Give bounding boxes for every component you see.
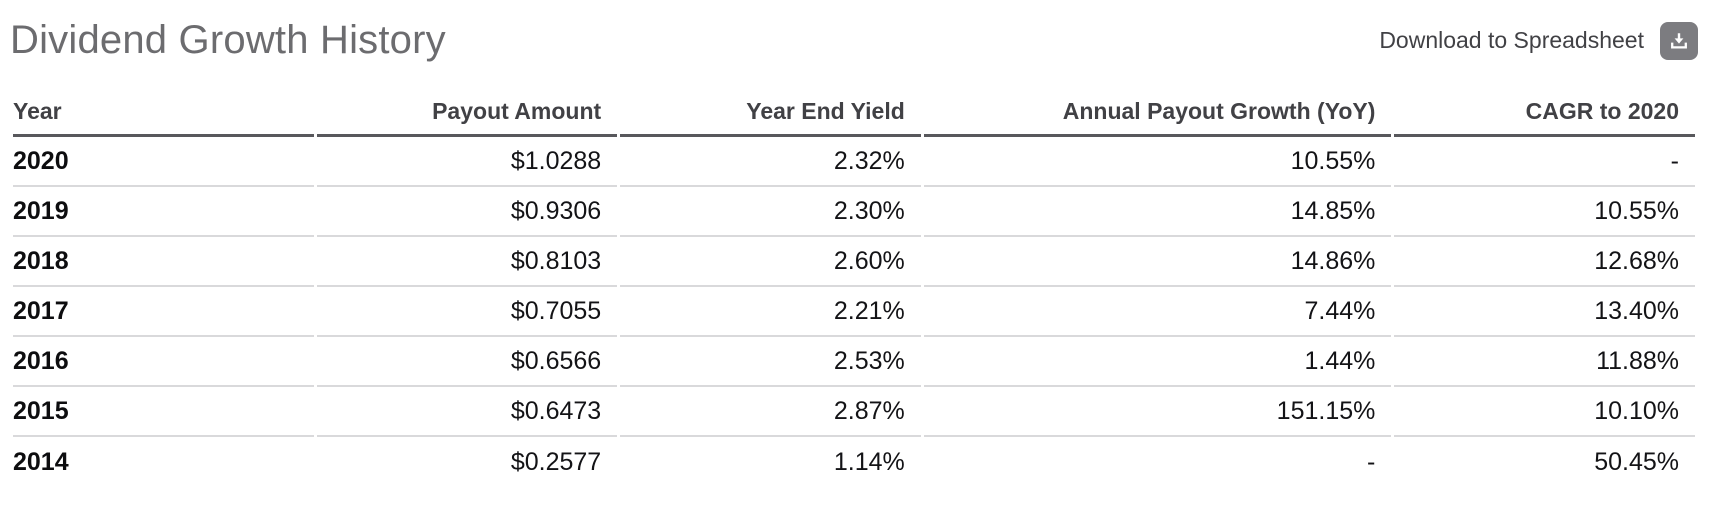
cell-cagr: 13.40%	[1394, 287, 1695, 337]
cell-annual-payout-growth: 10.55%	[923, 137, 1392, 187]
table-row-2017: 2017 $0.7055 2.21% 7.44% 13.40%	[13, 287, 1695, 337]
cell-cagr: 11.88%	[1394, 337, 1695, 387]
cell-payout-amount: $0.6473	[316, 387, 618, 437]
download-icon[interactable]	[1660, 21, 1698, 60]
cell-cagr: 10.10%	[1394, 387, 1695, 437]
cell-year-end-yield: 2.30%	[620, 187, 921, 237]
cell-cagr: 12.68%	[1394, 237, 1695, 287]
column-header-payout-amount: Payout Amount	[316, 89, 618, 137]
cell-cagr: -	[1394, 137, 1695, 187]
cell-year: 2014	[13, 447, 69, 476]
cell-year-end-yield: 2.21%	[620, 287, 921, 337]
cell-payout-amount: $0.6566	[316, 337, 618, 387]
dividend-history-table: Year Payout Amount Year End Yield Annual…	[10, 89, 1698, 487]
cell-payout-amount: $0.7055	[316, 287, 618, 337]
cell-annual-payout-growth: 151.15%	[923, 387, 1392, 437]
cell-payout-amount: $1.0288	[316, 137, 618, 187]
table-row-2019: 2019 $0.9306 2.30% 14.85% 10.55%	[13, 187, 1695, 237]
column-header-year: Year	[13, 89, 314, 137]
cell-year-end-yield: 2.53%	[620, 337, 921, 387]
cell-annual-payout-growth: 1.44%	[923, 337, 1392, 387]
table-header-row: Year Payout Amount Year End Yield Annual…	[13, 89, 1695, 137]
download-label: Download to Spreadsheet	[1379, 27, 1644, 53]
cell-annual-payout-growth: 14.85%	[923, 187, 1392, 237]
cell-year: 2015	[13, 387, 314, 437]
download-to-spreadsheet-button[interactable]: Download to Spreadsheet	[1379, 21, 1698, 60]
cell-year: 2019	[13, 187, 314, 237]
cell-cagr: 10.55%	[1394, 187, 1695, 237]
cell-year: 2018	[13, 237, 314, 287]
cell-year: 2016	[13, 337, 314, 387]
cell-annual-payout-growth: -	[1367, 447, 1376, 476]
cell-payout-amount: $0.9306	[316, 187, 618, 237]
cell-annual-payout-growth: 14.86%	[923, 237, 1392, 287]
table-row-2014: 2014 $0.2577 1.14% - 50.45%	[13, 437, 1695, 487]
table-row-2020: 2020 $1.0288 2.32% 10.55% -	[13, 137, 1695, 187]
cell-year: 2017	[13, 287, 314, 337]
column-header-annual-payout-growth: Annual Payout Growth (YoY)	[923, 89, 1392, 137]
section-header: Dividend Growth History Download to Spre…	[10, 14, 1698, 63]
cell-annual-payout-growth: 7.44%	[923, 287, 1392, 337]
cell-year-end-yield: 1.14%	[833, 447, 905, 476]
column-header-year-end-yield: Year End Yield	[620, 89, 921, 137]
cell-year-end-yield: 2.60%	[620, 237, 921, 287]
table-row-2018: 2018 $0.8103 2.60% 14.86% 12.68%	[13, 237, 1695, 287]
cell-year-end-yield: 2.87%	[620, 387, 921, 437]
cell-cagr: 50.45%	[1594, 447, 1679, 476]
cell-payout-amount: $0.2577	[510, 447, 602, 476]
page-title: Dividend Growth History	[10, 18, 446, 62]
cell-year: 2020	[13, 137, 314, 187]
table-row-2016: 2016 $0.6566 2.53% 1.44% 11.88%	[13, 337, 1695, 387]
cell-year-end-yield: 2.32%	[620, 137, 921, 187]
column-header-cagr: CAGR to 2020	[1394, 89, 1695, 137]
table-row-2015: 2015 $0.6473 2.87% 151.15% 10.10%	[13, 387, 1695, 437]
cell-payout-amount: $0.8103	[316, 237, 618, 287]
